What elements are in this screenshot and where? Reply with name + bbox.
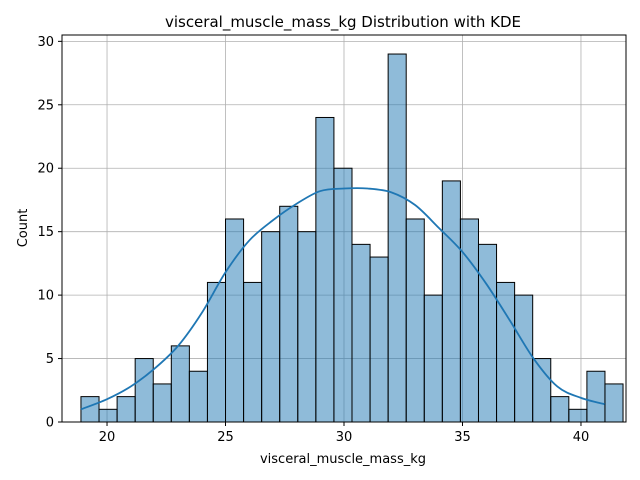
histogram-bar <box>550 396 570 423</box>
histogram-bar <box>405 218 425 423</box>
histogram-bar <box>441 180 461 423</box>
y-tick-label: 0 <box>46 416 54 431</box>
histogram-bar <box>423 294 443 423</box>
x-tick-label: 20 <box>99 430 116 445</box>
histogram-bar <box>206 281 227 423</box>
x-tick-label: 25 <box>217 430 234 445</box>
histogram-bar <box>459 218 479 423</box>
x-tick-label: 40 <box>573 430 590 445</box>
histogram-bar <box>514 294 534 423</box>
x-tick-label: 30 <box>336 430 353 445</box>
y-tick-label: 20 <box>37 162 54 177</box>
histogram-bar <box>586 370 606 423</box>
histogram-bar <box>351 243 371 423</box>
x-axis-label: visceral_muscle_mass_kg <box>260 452 426 467</box>
histogram-bar <box>568 408 588 423</box>
y-tick-label: 25 <box>37 98 54 113</box>
x-axis-ticks: 20 25 30 35 40 <box>99 422 589 445</box>
y-axis-ticks: 0 5 10 15 20 25 30 <box>37 35 62 431</box>
y-tick-label: 10 <box>37 289 54 304</box>
histogram-bars <box>80 53 624 423</box>
kde-curve <box>80 187 605 411</box>
y-tick-label: 15 <box>37 225 54 240</box>
chart-title: visceral_muscle_mass_kg Distribution wit… <box>165 13 521 32</box>
histogram-bar <box>604 383 624 423</box>
histogram-bar <box>279 205 299 423</box>
histogram-bar <box>243 281 263 423</box>
histogram-bar <box>98 408 118 423</box>
histogram-bar <box>261 231 281 423</box>
histogram-bar <box>333 167 353 423</box>
histogram-bar <box>188 370 208 423</box>
y-tick-label: 5 <box>46 352 54 367</box>
y-tick-label: 30 <box>37 35 54 50</box>
x-tick-label: 35 <box>454 430 471 445</box>
histogram-bar <box>315 116 335 423</box>
histogram-bar <box>170 345 190 423</box>
histogram-bar <box>477 243 498 423</box>
histogram-bar <box>134 358 154 423</box>
y-axis-label: Count <box>16 209 31 248</box>
histogram-bar <box>369 256 389 423</box>
histogram-bar <box>80 396 100 423</box>
histogram-bar <box>152 383 172 423</box>
histogram-bar <box>387 53 407 423</box>
histogram-bar <box>116 396 136 423</box>
histogram-bar <box>297 231 317 423</box>
